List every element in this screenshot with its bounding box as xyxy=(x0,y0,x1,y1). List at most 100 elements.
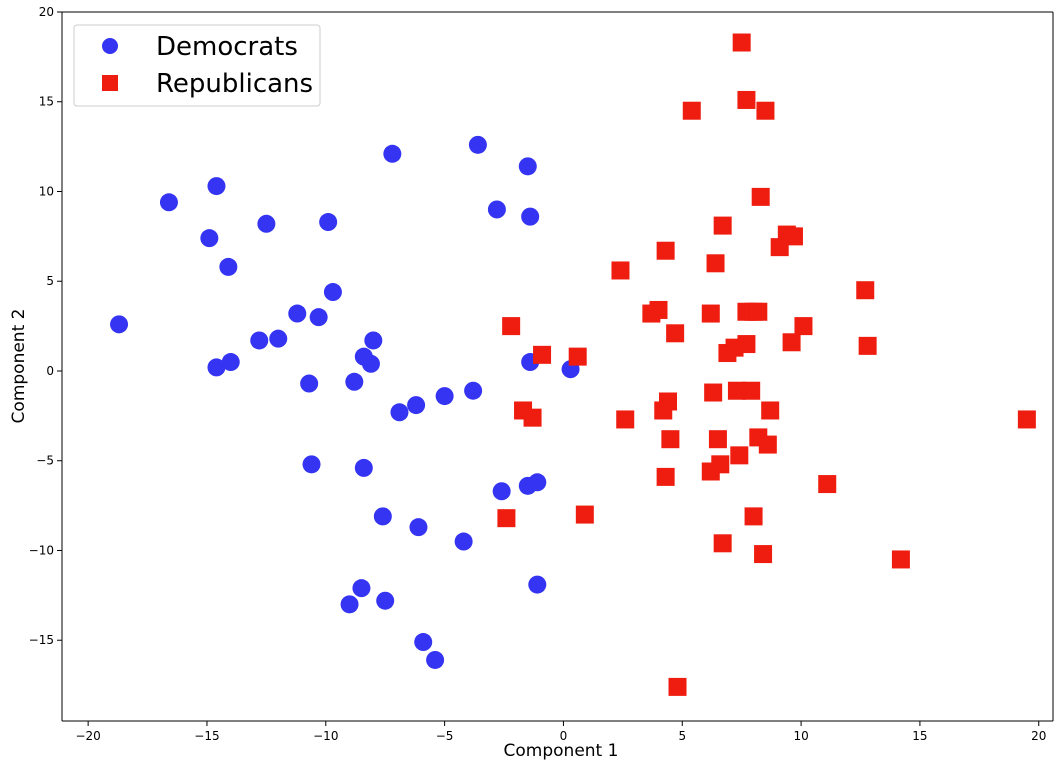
republican-point xyxy=(737,90,756,109)
democrat-point xyxy=(454,532,473,551)
democrat-point xyxy=(521,207,540,226)
democrat-point xyxy=(528,473,547,492)
y-tick-label: 15 xyxy=(39,95,54,109)
republican-point xyxy=(704,383,723,402)
legend-marker-democrats xyxy=(102,38,118,54)
y-tick-label: 10 xyxy=(39,184,54,198)
republican-point xyxy=(713,534,732,553)
democrat-point xyxy=(219,257,238,276)
democrat-point xyxy=(468,135,487,154)
republican-point xyxy=(754,545,773,564)
republican-point xyxy=(761,401,780,420)
democrat-point xyxy=(528,575,547,594)
y-tick-label: 20 xyxy=(39,5,54,19)
republican-point xyxy=(502,317,521,336)
republican-point xyxy=(742,381,761,400)
x-tick-label: 0 xyxy=(560,729,568,743)
y-tick-label: −5 xyxy=(36,454,54,468)
republican-point xyxy=(856,281,875,300)
republican-point xyxy=(701,462,720,481)
republican-point xyxy=(718,344,737,363)
data-points xyxy=(110,33,1036,696)
democrat-point xyxy=(309,308,328,327)
republican-point xyxy=(611,261,630,280)
democrat-point xyxy=(345,372,364,391)
republican-point xyxy=(654,401,673,420)
republican-point xyxy=(818,475,837,494)
republican-point xyxy=(770,238,789,257)
x-tick-label: −10 xyxy=(313,729,338,743)
y-tick-label: 5 xyxy=(46,274,54,288)
democrat-point xyxy=(200,229,219,248)
democrat-point xyxy=(269,329,288,348)
x-tick-label: −15 xyxy=(194,729,219,743)
democrat-point xyxy=(207,358,226,377)
democrat-point xyxy=(354,458,373,477)
republican-point xyxy=(682,101,701,120)
democrat-point xyxy=(110,315,129,334)
republican-point xyxy=(616,410,635,429)
x-tick-label: 5 xyxy=(678,729,686,743)
republican-point xyxy=(784,227,803,246)
democrat-point xyxy=(300,374,319,393)
republican-point xyxy=(533,345,552,364)
democrat-point xyxy=(250,331,269,350)
republican-point xyxy=(575,505,594,524)
democrat-point xyxy=(323,283,342,302)
republican-point xyxy=(713,216,732,235)
legend-label-democrats: Democrats xyxy=(156,32,298,62)
republican-point xyxy=(706,254,725,273)
republican-point xyxy=(730,446,749,465)
legend: Democrats Republicans xyxy=(73,24,321,107)
democrat-point xyxy=(364,331,383,350)
democrat-point xyxy=(207,177,226,196)
legend-box xyxy=(73,24,321,107)
y-tick-label: −15 xyxy=(29,633,54,647)
democrat-point xyxy=(435,387,454,406)
x-axis-title: Component 1 xyxy=(504,741,619,761)
republican-point xyxy=(568,347,587,366)
republican-point xyxy=(744,507,763,526)
democrat-point xyxy=(383,144,402,163)
republican-point xyxy=(758,435,777,454)
democrat-point xyxy=(257,214,276,233)
republican-point xyxy=(858,336,877,355)
republican-point xyxy=(751,187,770,206)
republican-point xyxy=(701,304,720,323)
x-tick-label: −20 xyxy=(75,729,100,743)
legend-label-republicans: Republicans xyxy=(156,69,313,99)
democrat-point xyxy=(159,193,178,212)
republican-point xyxy=(656,241,675,260)
x-tick-label: 20 xyxy=(1031,729,1046,743)
democrat-point xyxy=(373,507,392,526)
democrat-point xyxy=(492,482,511,501)
y-axis-title: Component 2 xyxy=(9,309,29,424)
y-tick-label: 0 xyxy=(46,364,54,378)
republican-point xyxy=(649,300,668,319)
republican-point xyxy=(523,408,542,427)
democrat-point xyxy=(352,579,371,598)
democrat-point xyxy=(487,200,506,219)
democrat-point xyxy=(518,157,537,176)
y-tick-label: −10 xyxy=(29,543,54,557)
republican-point xyxy=(794,317,813,336)
republican-point xyxy=(1017,410,1036,429)
democrat-point xyxy=(302,455,321,474)
republican-point xyxy=(782,333,801,352)
democrat-point xyxy=(319,213,338,232)
x-axis-ticks: −20 −15 −10 −5 0 5 10 15 20 xyxy=(75,721,1046,743)
y-axis-ticks: −15 −10 −5 0 5 10 15 20 xyxy=(29,5,62,647)
x-tick-label: 10 xyxy=(793,729,808,743)
democrat-point xyxy=(221,353,240,372)
republican-point xyxy=(749,302,768,321)
democrat-point xyxy=(414,633,433,652)
democrat-point xyxy=(376,591,395,610)
republican-point xyxy=(668,677,687,696)
democrat-point xyxy=(390,403,409,422)
x-tick-label: −5 xyxy=(436,729,454,743)
democrat-point xyxy=(426,650,445,669)
republican-point xyxy=(727,381,746,400)
legend-marker-republicans xyxy=(102,75,118,91)
democrat-point xyxy=(361,354,380,373)
